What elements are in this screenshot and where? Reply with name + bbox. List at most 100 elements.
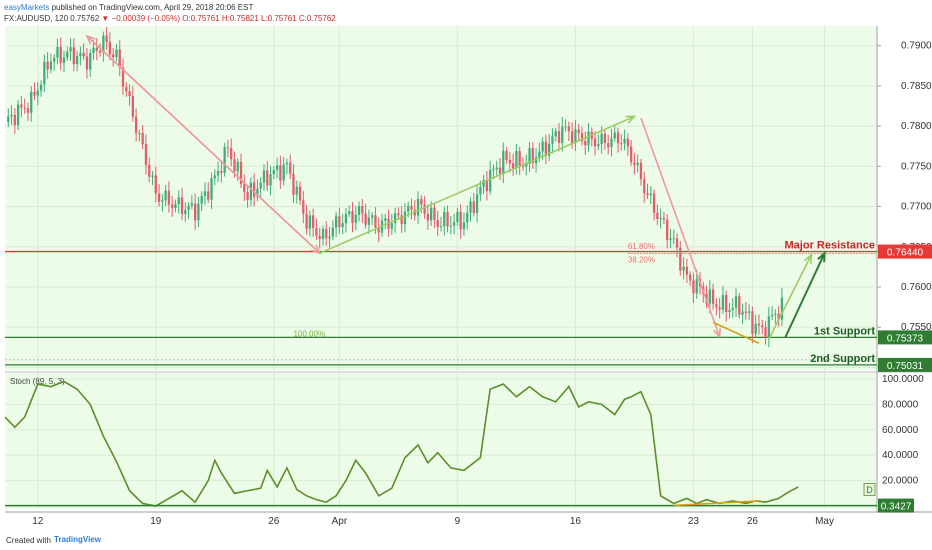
candle-body <box>679 247 682 271</box>
candle-body <box>338 216 341 228</box>
candle-body <box>328 236 331 239</box>
stoch-tick-label: 80.0000 <box>882 399 919 410</box>
candle-body <box>656 212 659 219</box>
candle-body <box>298 186 302 201</box>
candle-body <box>459 211 462 230</box>
candle-body <box>574 129 577 143</box>
main-pane-background <box>5 26 877 370</box>
candle-body <box>518 151 521 166</box>
candle-body <box>334 216 338 228</box>
candle-body <box>341 223 344 228</box>
candle-body <box>757 323 761 326</box>
candle-body <box>462 222 466 230</box>
candle-body <box>312 215 315 229</box>
candle-body <box>20 104 23 108</box>
candle-body <box>85 56 89 70</box>
candle-body <box>262 170 266 183</box>
candle-body <box>249 182 253 200</box>
candle-body <box>466 212 469 223</box>
candle-body <box>213 175 216 179</box>
candle-body <box>551 136 554 144</box>
trend-arrow-arrow_dark <box>784 252 826 339</box>
candle-body <box>138 132 141 134</box>
candle-body <box>275 165 279 170</box>
candle-body <box>69 47 72 52</box>
candle-body <box>764 327 767 338</box>
candle-body <box>95 47 98 51</box>
created-with-text: Created with <box>6 536 51 545</box>
candle-body <box>397 213 400 216</box>
candle-body <box>131 96 134 117</box>
stoch-legend-marker <box>863 483 876 496</box>
price-axis[interactable]: 0.790000.785000.780000.775000.770000.765… <box>877 41 932 513</box>
candle-body <box>82 52 85 57</box>
candle-body <box>780 297 784 320</box>
candle-body <box>285 162 289 165</box>
candle-body <box>53 57 56 62</box>
candle-body <box>511 163 515 169</box>
candle-body <box>423 204 426 214</box>
candle-body <box>754 323 757 334</box>
candle-body <box>243 183 246 193</box>
trend-arrow-arrow_green <box>768 254 813 340</box>
candle-body <box>472 201 475 214</box>
candle-body <box>639 162 643 180</box>
trend-arrow-arrow_green <box>319 115 635 254</box>
trend-arrow-arrow_green-head <box>625 115 637 124</box>
stoch-legend-marker-text: D <box>866 485 873 495</box>
major-resistance-price-tag <box>878 244 932 259</box>
candle-body <box>344 214 348 224</box>
candle-body <box>475 194 479 214</box>
time-tick-label: 19 <box>150 516 162 527</box>
candle-body <box>407 205 410 212</box>
candle-body <box>548 143 551 156</box>
candle-body <box>46 61 49 70</box>
candle-body <box>659 218 662 220</box>
chart-header: easyMarkets published on TradingView.com… <box>0 0 932 26</box>
candle-body <box>161 200 164 202</box>
candle-body <box>203 191 207 196</box>
stoch-tick-label: 40.0000 <box>882 450 919 461</box>
publisher-link[interactable]: easyMarkets <box>4 3 50 12</box>
stoch-tick-label: 100.0000 <box>882 374 924 385</box>
candle-body <box>115 49 118 58</box>
time-axis[interactable]: 12 19 26 Apr 9 16 23 26 May <box>32 516 834 527</box>
trend-arrow-arrow_red-head <box>712 327 721 339</box>
candle-body <box>154 175 157 194</box>
stoch-divergence-line <box>673 500 760 507</box>
trend-arrow-arrow_dark-head <box>817 250 826 263</box>
price-chart[interactable]: Major Resistance 1st Support 2nd Support 61… <box>0 26 932 530</box>
candle-body <box>134 116 138 133</box>
candle-body <box>610 138 613 148</box>
candle-body <box>128 91 131 97</box>
candle-body <box>56 46 59 58</box>
candle-body <box>626 138 630 147</box>
candle-body <box>616 132 620 144</box>
candle-body <box>167 190 171 205</box>
tradingview-logo[interactable]: TradingView <box>54 535 101 544</box>
candle-body <box>538 151 541 158</box>
candle-body <box>62 57 66 64</box>
stoch-title: Stoch (89, 5, 3) <box>10 377 65 386</box>
candle-body <box>505 150 508 161</box>
candle-body <box>748 311 751 313</box>
candle-body <box>767 316 770 338</box>
candle-body <box>534 157 538 164</box>
candle-body <box>751 311 754 334</box>
candle-body <box>187 205 190 211</box>
candle-body <box>688 274 692 281</box>
candle-body <box>633 162 636 166</box>
candles <box>7 27 784 348</box>
time-tick-label: Apr <box>332 516 348 527</box>
candle-body <box>528 148 531 164</box>
candle-body <box>390 223 393 229</box>
candle-body <box>141 132 144 145</box>
candle-body <box>761 325 764 328</box>
candle-body <box>197 203 200 221</box>
candle-body <box>502 150 505 174</box>
candle-body <box>200 195 203 204</box>
candle-body <box>79 52 82 56</box>
candle-body <box>629 146 633 163</box>
